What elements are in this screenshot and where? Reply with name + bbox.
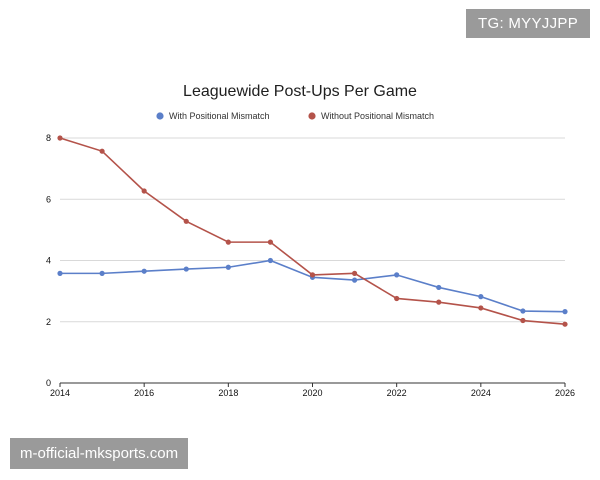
- series-0: [57, 257, 568, 315]
- legend-marker-1: [308, 112, 316, 120]
- series-1: [57, 135, 568, 327]
- data-point: [57, 270, 63, 276]
- data-point: [478, 294, 484, 300]
- data-point: [183, 218, 189, 224]
- data-point: [57, 135, 63, 141]
- x-tick-label: 2016: [134, 388, 154, 398]
- data-point: [225, 239, 231, 245]
- y-tick-label: 2: [46, 317, 51, 327]
- data-point: [351, 277, 358, 283]
- chart-legend: With Positional Mismatch Without Position…: [156, 111, 434, 121]
- series-line: [59, 137, 566, 325]
- series-line: [60, 259, 566, 313]
- data-point: [99, 148, 105, 154]
- data-point: [183, 266, 189, 272]
- data-point: [99, 270, 105, 276]
- data-point: [225, 264, 231, 270]
- data-point: [520, 317, 526, 324]
- data-point: [267, 257, 274, 264]
- legend-label-1: Without Positional Mismatch: [321, 111, 434, 121]
- legend-marker-0: [156, 112, 164, 120]
- data-point: [436, 284, 442, 291]
- site-watermark: m-official-mksports.com: [10, 438, 189, 469]
- x-tick-label: 2024: [471, 388, 491, 398]
- y-tick-label: 0: [46, 378, 51, 388]
- data-point: [351, 270, 358, 276]
- x-tick-label: 2014: [50, 388, 70, 398]
- x-tick-label: 2018: [218, 388, 238, 398]
- telegram-watermark: TG: MYYJJPP: [466, 9, 590, 38]
- data-point: [141, 268, 147, 274]
- data-point: [436, 299, 442, 305]
- chart-axes: 0 2 4 6 8 2014 2016 2018 2020 2022 2024 2026: [46, 133, 575, 398]
- chart-title: Leaguewide Post-Ups Per Game: [183, 83, 417, 100]
- data-point: [141, 188, 147, 194]
- x-tick-label: 2022: [387, 388, 407, 398]
- data-point: [562, 309, 568, 315]
- x-tick-label: 2026: [555, 388, 575, 398]
- y-tick-label: 8: [46, 133, 51, 143]
- y-tick-label: 4: [46, 256, 51, 266]
- y-tick-label: 6: [46, 194, 51, 204]
- chart-grid: [60, 137, 565, 323]
- chart-series: [57, 135, 568, 327]
- data-point: [309, 272, 316, 278]
- data-point: [478, 305, 484, 311]
- x-tick-label: 2020: [302, 388, 322, 398]
- data-point: [562, 321, 568, 327]
- legend-label-0: With Positional Mismatch: [169, 111, 270, 121]
- data-point: [394, 272, 400, 278]
- data-point: [394, 295, 400, 302]
- data-point: [520, 308, 526, 314]
- data-point: [267, 239, 274, 245]
